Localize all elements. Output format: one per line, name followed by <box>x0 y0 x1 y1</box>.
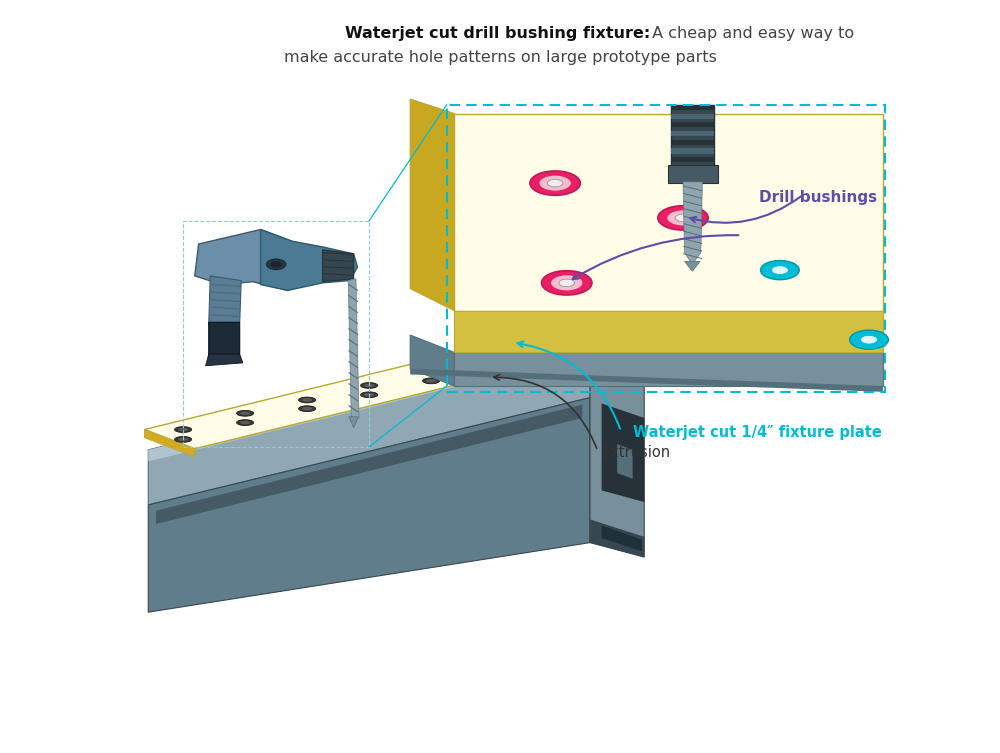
Polygon shape <box>590 343 644 557</box>
Polygon shape <box>590 520 644 557</box>
Ellipse shape <box>550 343 560 346</box>
Ellipse shape <box>547 351 564 356</box>
Polygon shape <box>148 398 590 612</box>
Ellipse shape <box>237 419 254 425</box>
Polygon shape <box>671 131 714 136</box>
Ellipse shape <box>364 384 374 387</box>
Ellipse shape <box>240 412 250 415</box>
Ellipse shape <box>850 330 888 349</box>
Ellipse shape <box>426 379 436 383</box>
Ellipse shape <box>550 352 560 355</box>
Ellipse shape <box>658 206 708 230</box>
Polygon shape <box>410 369 883 392</box>
Ellipse shape <box>423 378 440 384</box>
Ellipse shape <box>240 421 250 425</box>
Ellipse shape <box>530 171 580 195</box>
Text: Drill bushings: Drill bushings <box>759 190 877 205</box>
Polygon shape <box>454 114 883 311</box>
Ellipse shape <box>771 266 788 274</box>
Ellipse shape <box>270 261 282 267</box>
Polygon shape <box>148 343 590 505</box>
Text: A cheap and easy way to: A cheap and easy way to <box>647 26 854 41</box>
Polygon shape <box>454 352 883 386</box>
Polygon shape <box>195 230 315 291</box>
Polygon shape <box>671 105 714 110</box>
Polygon shape <box>144 429 195 457</box>
Text: make accurate hole patterns on large prototype parts: make accurate hole patterns on large pro… <box>284 50 716 65</box>
Polygon shape <box>671 139 714 145</box>
Polygon shape <box>683 182 702 264</box>
Text: Extrusion: Extrusion <box>602 445 671 460</box>
Polygon shape <box>148 343 590 462</box>
Polygon shape <box>261 230 358 291</box>
Ellipse shape <box>426 370 436 373</box>
Polygon shape <box>349 417 358 428</box>
Ellipse shape <box>237 410 254 416</box>
Polygon shape <box>144 319 646 449</box>
Ellipse shape <box>266 259 286 270</box>
Ellipse shape <box>423 369 440 374</box>
Polygon shape <box>323 250 354 282</box>
Ellipse shape <box>485 364 502 370</box>
Ellipse shape <box>667 210 699 226</box>
Polygon shape <box>410 99 454 311</box>
Polygon shape <box>671 114 714 119</box>
Polygon shape <box>209 276 241 325</box>
Polygon shape <box>594 319 646 346</box>
Polygon shape <box>671 157 714 162</box>
Ellipse shape <box>488 356 498 360</box>
Ellipse shape <box>302 407 312 410</box>
Polygon shape <box>602 404 644 502</box>
Ellipse shape <box>299 397 316 403</box>
Ellipse shape <box>761 261 799 279</box>
Ellipse shape <box>178 437 188 441</box>
Polygon shape <box>671 122 714 127</box>
Ellipse shape <box>542 270 592 295</box>
Ellipse shape <box>361 383 378 389</box>
Polygon shape <box>454 311 883 352</box>
Text: Waterjet cut 1/4″ fixture plate: Waterjet cut 1/4″ fixture plate <box>633 425 882 440</box>
Polygon shape <box>617 444 633 479</box>
Polygon shape <box>348 279 359 419</box>
Ellipse shape <box>559 279 574 287</box>
Ellipse shape <box>302 398 312 401</box>
Ellipse shape <box>299 406 316 412</box>
Polygon shape <box>209 322 240 357</box>
Ellipse shape <box>488 366 498 369</box>
Polygon shape <box>410 335 454 386</box>
Ellipse shape <box>485 355 502 361</box>
Ellipse shape <box>860 335 878 344</box>
Polygon shape <box>206 354 243 366</box>
Bar <box>183 221 369 447</box>
Polygon shape <box>671 148 714 154</box>
Ellipse shape <box>361 392 378 398</box>
Bar <box>447 105 885 392</box>
Polygon shape <box>156 404 582 524</box>
Polygon shape <box>668 165 718 183</box>
Ellipse shape <box>364 393 374 397</box>
Polygon shape <box>602 526 642 551</box>
Ellipse shape <box>539 175 571 191</box>
Ellipse shape <box>175 427 192 432</box>
Ellipse shape <box>550 275 583 291</box>
Ellipse shape <box>547 179 563 187</box>
Ellipse shape <box>675 214 691 221</box>
Polygon shape <box>671 105 714 166</box>
Ellipse shape <box>175 437 192 442</box>
Polygon shape <box>685 261 700 271</box>
Text: Waterjet cut drill bushing fixture:: Waterjet cut drill bushing fixture: <box>345 26 650 41</box>
Ellipse shape <box>547 341 564 347</box>
Ellipse shape <box>178 428 188 431</box>
